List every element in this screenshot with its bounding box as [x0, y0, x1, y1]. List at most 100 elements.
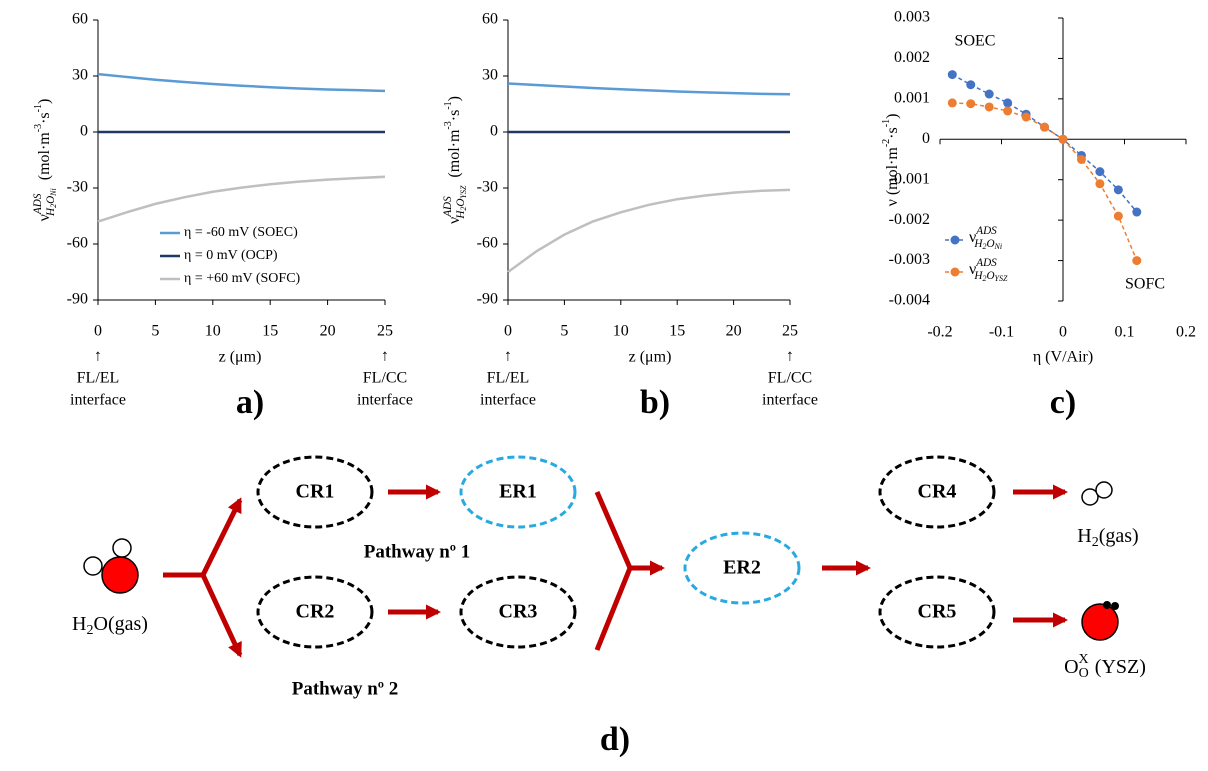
- node: [683, 531, 801, 605]
- arrow: ↑: [786, 348, 794, 365]
- product-label-part: X: [1079, 652, 1089, 667]
- node-label: CR4: [918, 481, 957, 503]
- node-label: CR5: [918, 601, 957, 623]
- x-tick-label: 10: [613, 323, 629, 340]
- node: [459, 575, 577, 649]
- y-axis-label-part: -1: [33, 104, 44, 112]
- arrow: [200, 497, 243, 577]
- point: [966, 99, 976, 109]
- y-axis-label-part: -1: [881, 119, 892, 127]
- node-label: ER1: [499, 481, 537, 503]
- x-annotation: FL/CC: [363, 370, 407, 387]
- series-line: [97, 175, 386, 223]
- x-tick-label: -0.2: [927, 324, 952, 341]
- y-tick-label: 30: [482, 67, 498, 84]
- y-axis-label-part: YSZ: [459, 185, 468, 198]
- product-label-part: 2: [1092, 535, 1099, 550]
- node-label: CR3: [499, 601, 538, 623]
- x-tick-label: 5: [151, 323, 159, 340]
- point: [1113, 211, 1123, 221]
- node: [459, 455, 577, 529]
- x-tick-label: 0: [1059, 324, 1067, 341]
- x-tick-label: 5: [560, 323, 568, 340]
- legend-label-part: YSZ: [995, 274, 1008, 283]
- legend-label: η = -60 mV (SOEC): [184, 225, 298, 240]
- x-annotation: FL/EL: [487, 370, 530, 387]
- h2o-molecule: [83, 538, 139, 594]
- y-axis-label-part: -2: [881, 139, 892, 147]
- product-label-part: O: [1079, 666, 1089, 681]
- x-axis-label: z (μm): [629, 349, 672, 366]
- legend-label-part: 2: [982, 242, 986, 251]
- legend-label-part: ADS: [975, 257, 997, 269]
- point: [1095, 167, 1105, 177]
- y-axis-label-part: 2: [459, 207, 468, 211]
- legend-label: η = +60 mV (SOFC): [184, 271, 301, 286]
- y-axis-label-part: ADS: [442, 196, 454, 218]
- node: [878, 455, 996, 529]
- y-tick-label: -90: [67, 291, 88, 308]
- x-tick-label: 20: [320, 323, 336, 340]
- x-axis-label: z (μm): [219, 349, 262, 366]
- legend-label-part: Ni: [994, 242, 1003, 251]
- series-line: [507, 188, 791, 274]
- annotation: SOFC: [1125, 276, 1165, 293]
- x-tick-label: 0: [94, 323, 102, 340]
- node: [256, 455, 374, 529]
- x-tick-label: 0.2: [1176, 324, 1196, 341]
- pathway-label: Pathway nº 2: [292, 678, 399, 699]
- product-label-part: O: [1064, 656, 1078, 678]
- y-axis-label: ν (mol·m-2·s-1): [881, 114, 900, 207]
- point: [1113, 185, 1123, 195]
- reactant-label-part: O(gas): [94, 613, 148, 635]
- point: [1058, 134, 1068, 144]
- y-axis-label-part: ADS: [32, 193, 44, 215]
- reactant-label-part: 2: [87, 623, 94, 638]
- point: [1095, 179, 1105, 189]
- x-annotation: FL/EL: [77, 370, 120, 387]
- panel-label: b): [640, 384, 670, 421]
- node-label: ER2: [723, 557, 761, 579]
- y-tick-label: -0.003: [889, 251, 930, 268]
- x-tick-label: -0.1: [989, 324, 1014, 341]
- y-axis-label-part: 2: [49, 204, 58, 208]
- y-axis-label-part: ν: [446, 217, 463, 224]
- panel-label: a): [236, 384, 264, 421]
- product-label-part: (gas): [1099, 525, 1139, 547]
- x-axis-label: η (V/Air): [1033, 349, 1093, 366]
- point: [947, 70, 957, 80]
- y-tick-label: -0.004: [889, 292, 930, 309]
- point: [984, 102, 994, 112]
- legend-label-part: H: [973, 238, 983, 250]
- y-tick-label: 0.003: [894, 9, 930, 26]
- legend-marker: [950, 267, 960, 277]
- x-annotation: interface: [357, 392, 413, 409]
- product-label: H2(gas): [1077, 525, 1138, 551]
- y-axis-label-part: H: [455, 210, 467, 220]
- y-axis-label-part: ·s: [884, 127, 901, 139]
- legend-label: η = 0 mV (OCP): [184, 248, 278, 263]
- product-label: OX O (YSZ): [1064, 652, 1146, 681]
- y-tick-label: 60: [482, 11, 498, 28]
- y-axis-label-part: ): [446, 96, 463, 101]
- arrow: [594, 491, 633, 651]
- series-line: [952, 102, 1138, 261]
- y-tick-label: 60: [72, 11, 88, 28]
- y-tick-label: 0: [922, 130, 930, 147]
- x-tick-label: 25: [377, 323, 393, 340]
- node: [256, 575, 374, 649]
- y-tick-label: 0: [490, 123, 498, 140]
- y-tick-label: -60: [67, 235, 88, 252]
- legend-label-part: ν: [969, 229, 976, 246]
- y-axis-label-part: -3: [33, 124, 44, 132]
- node: [878, 575, 996, 649]
- reactant-label-part: H: [72, 613, 86, 635]
- y-axis-label-part: ν: [36, 214, 53, 221]
- legend-marker: [950, 235, 960, 245]
- y-axis-label-part: (mol·m: [446, 129, 463, 178]
- x-annotation: FL/CC: [768, 370, 812, 387]
- product-label-part: (YSZ): [1095, 656, 1146, 678]
- y-tick-label: -60: [477, 235, 498, 252]
- y-axis-label-part: H: [45, 207, 57, 217]
